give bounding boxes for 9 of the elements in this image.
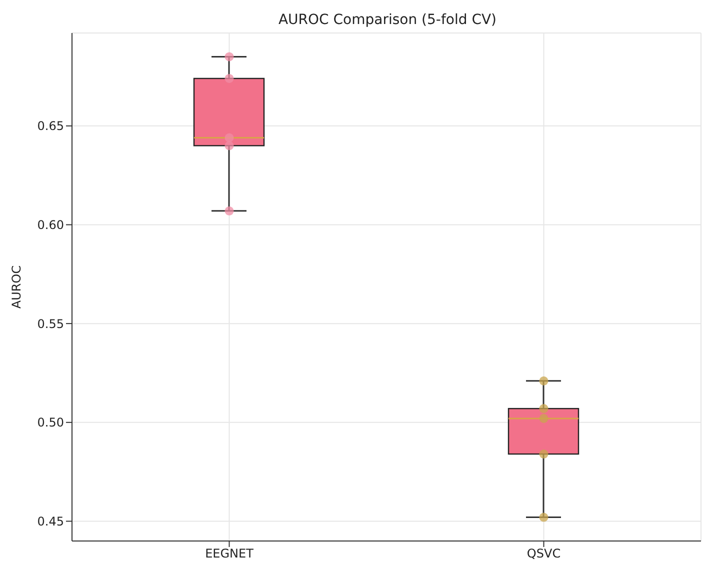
y-tick-label: 0.45 [37,514,64,528]
y-axis-title: AUROC [9,265,24,309]
chart-title: AUROC Comparison (5-fold CV) [277,12,498,28]
y-tick-label: 0.50 [37,416,64,430]
y-tick-label: 0.60 [37,218,64,232]
y-tick-label: 0.55 [37,316,64,331]
x-tick-label: EEGNET [205,546,254,561]
x-tick-label: QSVC [526,546,561,561]
y-tick-label: 0.65 [37,119,64,134]
